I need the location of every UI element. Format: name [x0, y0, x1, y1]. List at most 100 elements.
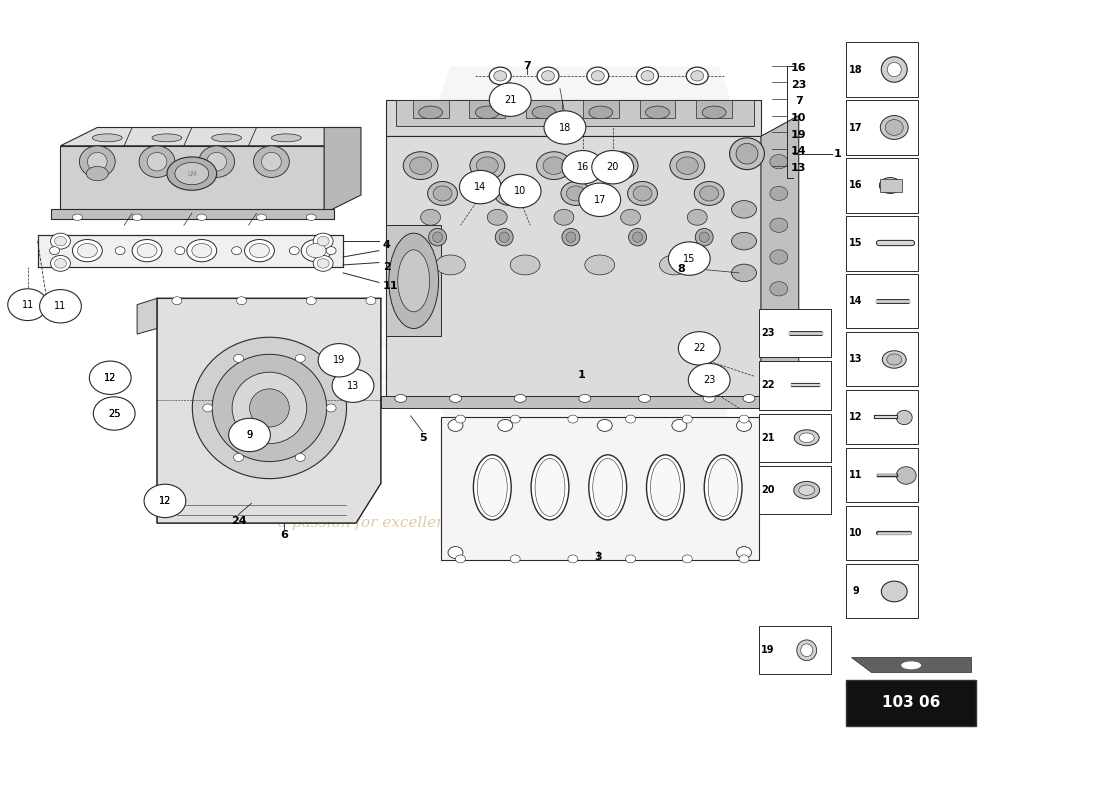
Text: 8: 8	[678, 264, 685, 274]
Ellipse shape	[77, 243, 97, 258]
Ellipse shape	[448, 419, 463, 431]
Text: 23: 23	[703, 375, 715, 385]
Ellipse shape	[289, 246, 299, 254]
Ellipse shape	[535, 458, 565, 516]
Ellipse shape	[192, 338, 346, 478]
Circle shape	[490, 83, 531, 116]
Ellipse shape	[881, 57, 907, 82]
Text: 10: 10	[849, 529, 862, 538]
Text: 1085: 1085	[287, 373, 395, 411]
Text: 22: 22	[761, 380, 774, 390]
Text: 11: 11	[849, 470, 862, 481]
Ellipse shape	[498, 419, 513, 431]
Ellipse shape	[233, 354, 243, 362]
Polygon shape	[157, 298, 381, 523]
Ellipse shape	[543, 157, 565, 174]
Ellipse shape	[73, 214, 82, 221]
Ellipse shape	[686, 67, 708, 85]
Bar	[847, 101, 918, 154]
Bar	[847, 680, 976, 726]
Ellipse shape	[732, 201, 757, 218]
Ellipse shape	[295, 454, 305, 462]
Bar	[847, 333, 918, 386]
Ellipse shape	[650, 458, 680, 516]
Ellipse shape	[700, 232, 710, 242]
Circle shape	[689, 363, 730, 397]
Ellipse shape	[588, 455, 627, 520]
Ellipse shape	[901, 662, 921, 670]
Text: 14: 14	[849, 297, 862, 306]
Ellipse shape	[566, 186, 585, 201]
Ellipse shape	[494, 70, 507, 81]
Ellipse shape	[800, 433, 814, 442]
Ellipse shape	[499, 186, 519, 201]
Ellipse shape	[202, 404, 212, 412]
Ellipse shape	[490, 67, 512, 85]
Text: 13: 13	[849, 354, 862, 365]
Text: 20: 20	[761, 485, 774, 495]
Ellipse shape	[568, 415, 578, 423]
Ellipse shape	[637, 67, 659, 85]
Text: 9: 9	[852, 586, 859, 597]
Text: 16: 16	[849, 181, 862, 190]
Text: 12: 12	[849, 413, 862, 422]
Ellipse shape	[476, 157, 498, 174]
Text: 16: 16	[791, 63, 806, 73]
Text: 7: 7	[524, 61, 531, 70]
Ellipse shape	[628, 229, 647, 246]
Text: 11: 11	[22, 300, 34, 310]
Ellipse shape	[565, 232, 576, 242]
Circle shape	[90, 362, 130, 394]
Ellipse shape	[732, 264, 757, 282]
Ellipse shape	[593, 458, 623, 516]
Ellipse shape	[87, 152, 107, 171]
Ellipse shape	[736, 143, 758, 164]
Ellipse shape	[455, 415, 465, 423]
Ellipse shape	[366, 297, 376, 305]
Polygon shape	[583, 100, 618, 118]
Text: 9: 9	[246, 430, 253, 440]
Ellipse shape	[152, 134, 182, 142]
Ellipse shape	[881, 581, 907, 602]
Ellipse shape	[433, 186, 452, 201]
Polygon shape	[381, 396, 769, 408]
Text: 25: 25	[108, 409, 121, 418]
Ellipse shape	[568, 555, 578, 563]
Ellipse shape	[326, 246, 337, 254]
Ellipse shape	[541, 70, 554, 81]
Ellipse shape	[620, 210, 640, 226]
Ellipse shape	[676, 157, 698, 174]
Text: 19: 19	[761, 646, 774, 655]
Ellipse shape	[742, 394, 755, 402]
Ellipse shape	[116, 246, 125, 254]
Text: 16: 16	[576, 162, 588, 172]
Circle shape	[95, 398, 134, 430]
Ellipse shape	[395, 394, 407, 402]
Text: 103 06: 103 06	[882, 695, 940, 710]
Ellipse shape	[626, 555, 636, 563]
Ellipse shape	[495, 229, 514, 246]
Ellipse shape	[317, 258, 329, 268]
Bar	[847, 565, 918, 618]
Ellipse shape	[314, 233, 333, 249]
Ellipse shape	[51, 233, 70, 249]
Bar	[880, 179, 902, 192]
Bar	[759, 414, 830, 462]
Text: 21: 21	[504, 94, 516, 105]
Bar	[847, 42, 918, 97]
Circle shape	[460, 170, 502, 204]
Text: 17: 17	[594, 194, 606, 205]
Ellipse shape	[770, 218, 788, 232]
Ellipse shape	[295, 354, 305, 362]
Ellipse shape	[510, 255, 540, 275]
Text: 2: 2	[383, 262, 390, 271]
Ellipse shape	[561, 182, 591, 206]
Ellipse shape	[770, 186, 788, 201]
Text: 12: 12	[104, 373, 117, 382]
Ellipse shape	[702, 106, 726, 118]
Ellipse shape	[199, 146, 234, 178]
Ellipse shape	[531, 455, 569, 520]
Text: 12: 12	[104, 373, 117, 382]
Ellipse shape	[586, 67, 608, 85]
Ellipse shape	[639, 394, 650, 402]
